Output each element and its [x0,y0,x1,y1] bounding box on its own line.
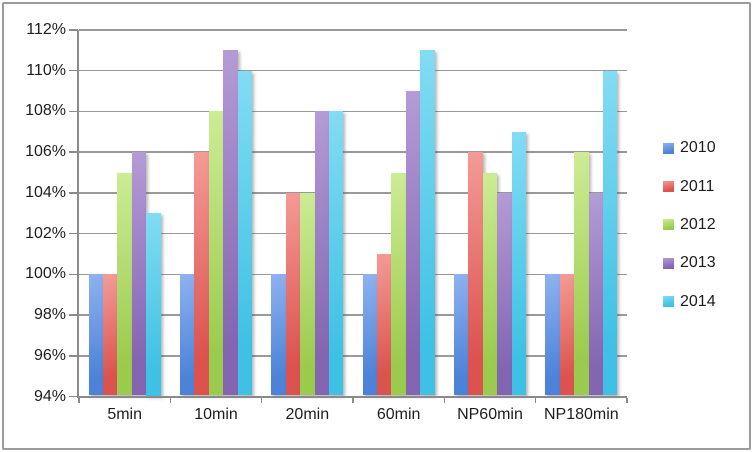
bar-2014-20min [329,111,344,396]
bar-2013-NP60min [497,192,512,396]
bar-2013-20min [314,111,330,396]
x-axis-category-label: 20min [285,406,330,423]
bar-2011-20min [285,192,301,396]
gridline-102 [79,232,627,235]
y-axis-tick-112 [69,29,78,31]
bar-2012-NP180min [574,152,589,396]
y-axis-tick-label: 94% [33,387,66,405]
y-axis-tick-label: 108% [25,102,66,120]
gridline-108 [79,110,627,113]
x-axis-tick-6 [626,397,628,403]
y-axis-tick-label: 98% [33,306,66,324]
y-axis-tick-102 [69,232,78,235]
legend-item-2014: 2014 [663,283,743,321]
y-axis-tick-110 [69,69,78,72]
bar-2013-NP180min [588,192,604,396]
y-axis-tick-98 [69,314,78,316]
legend-item-2012: 2012 [663,206,743,244]
legend: 2010 2011 2012 2013 2014 [663,129,743,321]
x-axis-tick-4 [443,397,446,403]
y-axis-tick-100 [69,273,78,276]
gridline-106 [79,151,627,153]
bar-2011-5min [102,274,118,396]
y-axis-tick-label: 104% [25,183,66,201]
bar-2014-NP60min [511,131,527,396]
gridline-100 [79,273,627,276]
gridline-110 [79,69,627,72]
legend-item-2011: 2011 [663,167,743,205]
bar-2010-5min [88,274,103,396]
legend-item-2010: 2010 [663,129,743,167]
bar-2010-10min [179,274,195,396]
bar-2013-60min [405,91,421,396]
x-axis-category-label: NP180min [543,406,619,423]
x-axis-tick-3 [352,397,354,403]
legend-label: 2013 [680,254,716,272]
legend-label: 2010 [680,139,716,157]
y-axis-tick-label: 102% [25,224,66,242]
bar-2013-10min [223,50,238,396]
y-axis-tick-94 [69,395,78,398]
y-axis-tick-104 [69,192,78,194]
legend-item-2013: 2013 [663,244,743,282]
x-axis-line [77,395,627,398]
bar-2012-20min [300,192,315,396]
y-axis-tick-label: 100% [25,265,66,283]
y-axis-tick-label: 96% [33,346,66,364]
bar-2010-NP60min [453,274,469,396]
y-axis-tick-96 [69,355,78,357]
bar-2012-60min [391,172,406,396]
legend-swatch-2013-icon [663,257,674,269]
y-axis-tick-label: 112% [26,21,66,38]
legend-swatch-2010-icon [663,142,674,154]
x-axis-category-label: 5min [107,406,142,423]
bar-2010-20min [271,274,286,396]
x-axis-category-label: NP60min [457,406,523,423]
y-axis-tick-106 [69,151,78,153]
bar-2011-10min [194,152,209,396]
x-axis-tick-1 [169,397,172,403]
bar-2014-5min [146,213,161,396]
legend-label: 2012 [680,215,716,233]
bar-2011-60min [376,253,392,396]
bar-2011-NP60min [468,152,483,396]
bar-2014-NP180min [603,70,618,396]
bar-2012-5min [117,172,132,396]
x-axis-category-label: 60min [376,406,421,423]
legend-label: 2011 [680,177,715,195]
gridline-104 [79,192,627,194]
bar-2013-5min [131,152,147,396]
bar-2012-NP60min [482,172,498,396]
y-axis-tick-108 [69,110,78,113]
gridline-98 [79,314,627,316]
gridline-96 [79,355,627,357]
bar-2011-NP180min [559,274,575,396]
x-axis-category-label: 10min [194,406,238,423]
bar-2010-NP180min [545,274,560,396]
y-axis-tick-label: 106% [25,143,66,161]
bar-2014-60min [420,50,435,396]
y-axis-line [77,30,79,398]
x-axis-tick-5 [534,397,537,403]
legend-swatch-2012-icon [663,219,674,231]
bar-2012-10min [208,111,224,396]
x-axis-tick-0 [78,397,80,403]
legend-swatch-2014-icon [663,296,674,308]
gridline-112 [79,29,627,31]
x-axis-tick-2 [260,397,263,403]
y-axis-tick-label: 110% [26,61,66,79]
legend-swatch-2011-icon [663,181,674,193]
bar-2010-60min [362,274,377,396]
bar-2014-10min [237,70,253,396]
legend-label: 2014 [680,292,716,310]
